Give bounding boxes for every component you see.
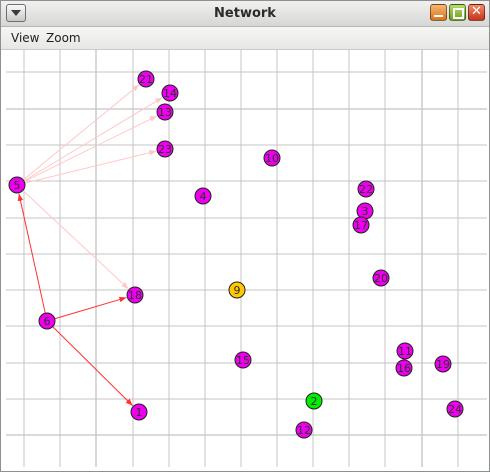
node-label: 10 <box>265 152 279 165</box>
node-3[interactable]: 3 <box>357 203 373 219</box>
edge-5-to-13 <box>24 116 157 181</box>
title-bar[interactable]: Network ✕ <box>1 1 489 27</box>
node-24[interactable]: 24 <box>447 401 463 417</box>
node-label: 1 <box>136 406 143 419</box>
node-20[interactable]: 20 <box>373 270 389 286</box>
menu-zoom[interactable]: Zoom <box>46 31 81 45</box>
window-title: Network <box>1 6 489 21</box>
node-label: 23 <box>158 143 172 156</box>
edge-5-to-18 <box>23 190 129 288</box>
edge-6-to-1 <box>53 327 133 406</box>
node-2[interactable]: 2 <box>306 393 322 409</box>
node-label: 19 <box>436 358 450 371</box>
menu-view[interactable]: View <box>11 31 39 45</box>
node-1[interactable]: 1 <box>131 404 147 420</box>
node-label: 5 <box>14 179 21 192</box>
network-canvas[interactable]: 1 2 3 4 5 6 9 10 11 12 13 14 15 16 17 18 19 20 21 22 23 24 <box>6 50 487 467</box>
node-label: 12 <box>297 424 311 437</box>
minimize-icon <box>434 15 443 17</box>
node-9[interactable]: 9 <box>229 282 245 298</box>
close-button[interactable]: ✕ <box>468 4 485 21</box>
node-label: 11 <box>398 345 412 358</box>
node-5[interactable]: 5 <box>9 177 25 193</box>
node-21[interactable]: 21 <box>138 71 154 87</box>
node-22[interactable]: 22 <box>358 181 374 197</box>
node-label: 13 <box>158 106 172 119</box>
edge-5-to-14 <box>24 98 162 181</box>
grid <box>6 50 487 467</box>
edge-6-to-18 <box>55 298 127 319</box>
node-6[interactable]: 6 <box>39 313 55 329</box>
node-14[interactable]: 14 <box>162 85 178 101</box>
node-16[interactable]: 16 <box>396 360 412 376</box>
node-12[interactable]: 12 <box>296 422 312 438</box>
node-label: 20 <box>374 272 388 285</box>
edge-5-to-21 <box>23 85 139 180</box>
node-label: 24 <box>448 403 462 416</box>
menu-bar: View Zoom <box>1 27 489 50</box>
node-label: 18 <box>128 289 142 302</box>
node-label: 9 <box>234 284 241 297</box>
node-11[interactable]: 11 <box>397 343 413 359</box>
node-10[interactable]: 10 <box>264 150 280 166</box>
node-15[interactable]: 15 <box>235 352 251 368</box>
node-label: 14 <box>163 87 177 100</box>
node-23[interactable]: 23 <box>157 141 173 157</box>
node-label: 4 <box>200 190 207 203</box>
maximize-button[interactable] <box>449 4 466 21</box>
edge-6-to-5 <box>19 194 45 313</box>
edges <box>19 85 162 406</box>
node-19[interactable]: 19 <box>435 356 451 372</box>
minimize-button[interactable] <box>430 4 447 21</box>
node-label: 15 <box>236 354 250 367</box>
node-18[interactable]: 18 <box>127 287 143 303</box>
node-label: 17 <box>354 219 368 232</box>
node-17[interactable]: 17 <box>353 217 369 233</box>
node-4[interactable]: 4 <box>195 188 211 204</box>
node-label: 21 <box>139 73 153 86</box>
node-13[interactable]: 13 <box>157 104 173 120</box>
node-label: 22 <box>359 183 373 196</box>
node-label: 6 <box>44 315 51 328</box>
node-label: 3 <box>362 205 369 218</box>
node-label: 16 <box>397 362 411 375</box>
maximize-icon <box>453 8 464 19</box>
edge-5-to-23 <box>25 151 156 183</box>
close-icon: ✕ <box>471 4 482 19</box>
node-label: 2 <box>311 395 318 408</box>
